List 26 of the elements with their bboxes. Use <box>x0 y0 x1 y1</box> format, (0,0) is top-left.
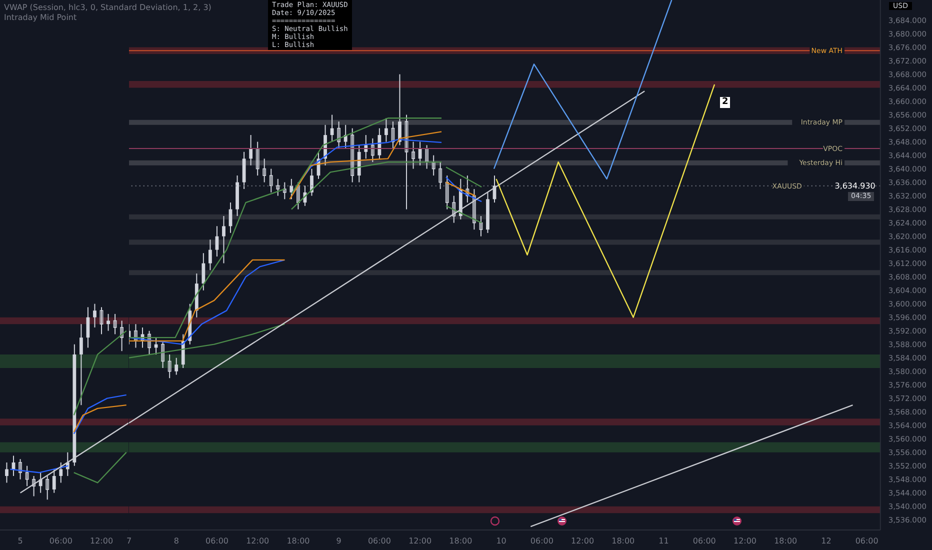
x-tick-label: 06:00 <box>49 536 72 546</box>
x-tick-label: 12:00 <box>733 536 756 546</box>
ref-line-label: 3,634.930 <box>834 182 875 191</box>
x-tick-label: 12:00 <box>90 536 114 546</box>
annotation: VWAP (Session, hlc3, 0, Standard Deviation, 1, 2, 3) <box>4 3 212 13</box>
annotation: 2 <box>720 97 730 108</box>
x-tick-label: 7 <box>126 536 132 546</box>
x-tick-label: 06:00 <box>368 536 391 546</box>
x-tick-label: 06:00 <box>692 536 716 546</box>
x-tick-label: 12:00 <box>408 536 432 546</box>
x-tick-label: 10 <box>496 536 506 546</box>
x-tick-label: 12:00 <box>246 536 269 546</box>
x-tick-label: 18:00 <box>448 536 472 546</box>
x-tick-label: 06:00 <box>854 536 878 546</box>
annotation: Intraday Mid Point <box>4 13 78 23</box>
x-tick-label: 12:00 <box>570 536 594 546</box>
x-tick-label: 06:00 <box>530 536 554 546</box>
x-tick-label: 06:00 <box>205 536 228 546</box>
x-tick-label: 8 <box>173 536 179 546</box>
x-tick-label: 18:00 <box>286 536 310 546</box>
x-tick-label: 11 <box>658 536 668 546</box>
x-tick-label: 9 <box>336 536 341 546</box>
x-tick-label: 18:00 <box>774 536 797 546</box>
x-tick-label: 18:00 <box>611 536 634 546</box>
x-tick-label: 5 <box>18 536 23 546</box>
x-tick-label: 12 <box>820 536 831 546</box>
